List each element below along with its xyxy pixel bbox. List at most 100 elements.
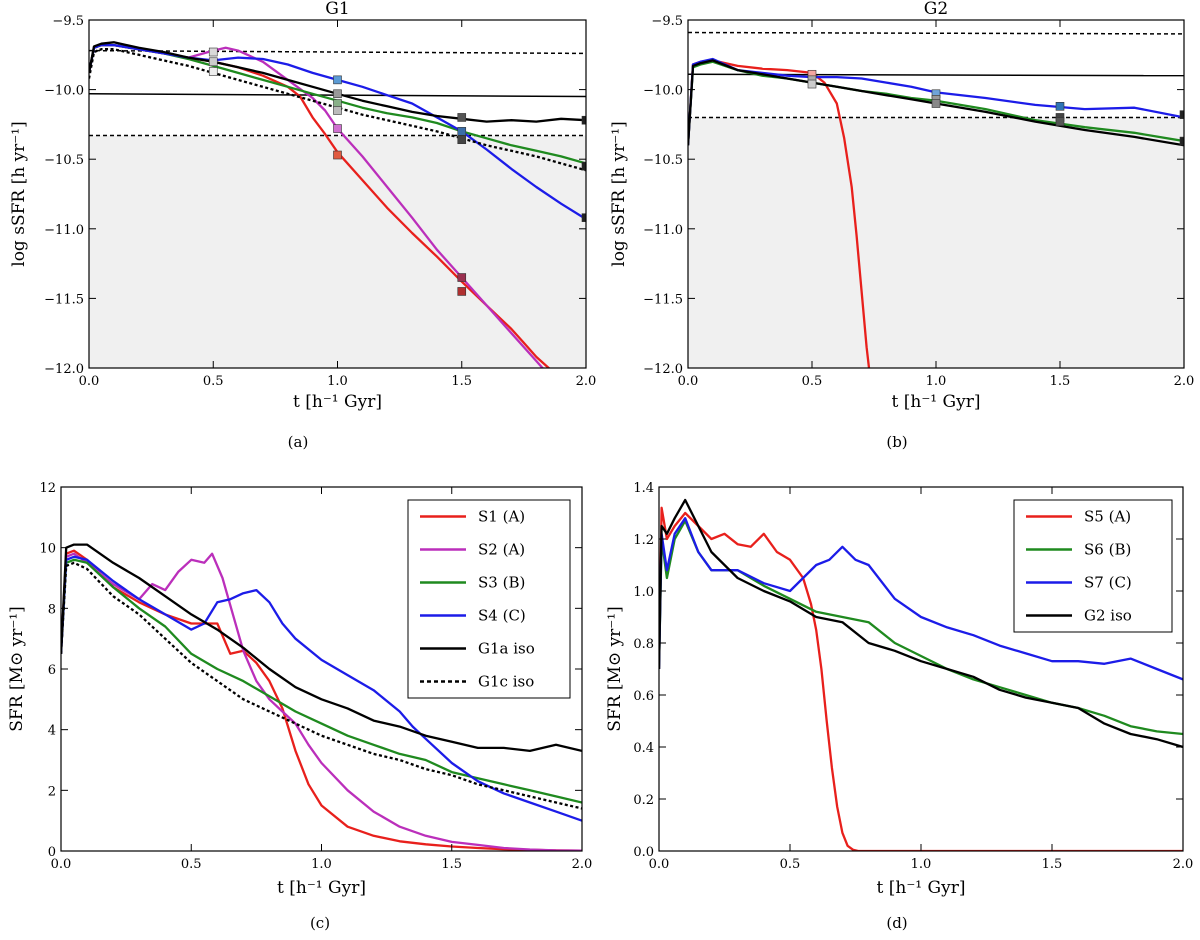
legend-label: S3 (B): [478, 574, 525, 592]
snapshot-marker: [333, 124, 342, 133]
legend-label: G2 iso: [1084, 607, 1132, 625]
x-tick-label: 1.0: [926, 374, 947, 389]
plot-area: [89, 41, 586, 368]
snapshot-marker: [333, 150, 342, 160]
legend-label: S6 (B): [1084, 541, 1131, 559]
series-line-s4-c-: [61, 555, 582, 822]
plot-area: [659, 498, 1183, 851]
snapshot-marker: [208, 47, 218, 57]
plot-area: [688, 31, 1184, 368]
y-tick-label: −10.0: [643, 84, 683, 99]
series-line-s4-c-: [89, 43, 586, 221]
y-tick-label: 0.4: [633, 741, 654, 756]
panel-d: 0.0 0.5 1.0 1.5 2.0 0.0 0.2 0.4 0.6 0.8 1.0 1.2 1.4 t…: [605, 481, 1193, 932]
x-tick-label: 1.0: [327, 374, 348, 389]
snapshot-marker: [208, 57, 218, 67]
y-tick-label: 1.4: [633, 481, 654, 496]
panel-a: 0.0 0.5 1.0 1.5 2.0 −12.0 −11.5 −11.0 −10.5 −10.0…: [9, 0, 596, 451]
series-line-g1a-iso: [61, 543, 582, 753]
y-tick-label: −9.5: [651, 14, 683, 29]
snapshot-marker: [807, 79, 817, 89]
snapshot-marker: [1179, 136, 1184, 146]
y-tick-label: 0.8: [633, 637, 654, 652]
snapshot-marker: [333, 75, 342, 85]
y-axis-label: SFR [M⊙ yr⁻¹]: [605, 606, 625, 731]
snapshot-marker: [457, 127, 467, 136]
legend-label: S5 (A): [1084, 508, 1131, 526]
panel-b: 0.0 0.5 1.0 1.5 2.0 −12.0 −11.5 −11.0 −10.5 −10.0…: [609, 0, 1194, 451]
snapshot-marker: [208, 67, 218, 76]
x-tick-label: 1.5: [1050, 374, 1071, 389]
y-tick-label: −10.5: [643, 153, 683, 168]
legend-label: S7 (C): [1084, 574, 1132, 592]
shaded-region: [688, 117, 1184, 368]
panel-caption: (b): [886, 433, 907, 451]
series-line-s5-a-: [659, 506, 1183, 851]
legend-label: S1 (A): [478, 508, 525, 526]
panel-caption: (d): [886, 914, 907, 932]
y-tick-label: −10.0: [44, 84, 84, 99]
x-axis-label: t [h⁻¹ Gyr]: [293, 392, 382, 412]
panel-c: 0.0 0.5 1.0 1.5 2.0 0 2 4 6 8 10 12 t [h⁻¹ Gyr] SFR […: [7, 481, 592, 932]
legend-box: [1013, 499, 1173, 633]
snapshot-marker: [457, 135, 467, 145]
y-tick-label: 0: [48, 845, 56, 860]
y-tick-label: −9.5: [52, 14, 84, 29]
x-tick-label: 1.0: [311, 857, 332, 872]
y-tick-label: 8: [48, 602, 56, 617]
y-tick-label: 10: [39, 542, 56, 557]
series-line-s1-a-: [61, 549, 582, 851]
x-tick-label: 0.5: [780, 857, 801, 872]
x-tick-label: 0.0: [649, 857, 670, 872]
x-tick-label: 0.0: [678, 374, 699, 389]
x-tick-label: 2.0: [1173, 857, 1194, 872]
reference-line: [89, 49, 586, 55]
x-tick-label: 1.0: [911, 857, 932, 872]
series-line-g1c-iso: [89, 48, 586, 172]
x-tick-label: 0.5: [802, 374, 823, 389]
series-line-s7-c-: [659, 517, 1183, 681]
y-tick-label: 4: [48, 724, 56, 739]
legend-label: S2 (A): [478, 541, 525, 559]
y-tick-label: −12.0: [44, 362, 84, 377]
y-tick-label: −11.5: [44, 292, 84, 307]
reference-line: [688, 31, 1184, 35]
y-axis-label: log sSFR [h yr⁻¹]: [9, 121, 29, 266]
chart-title: G2: [924, 0, 948, 19]
snapshot-marker: [333, 89, 342, 99]
x-tick-label: 0.0: [79, 374, 100, 389]
y-tick-label: 0.0: [633, 845, 654, 860]
snapshot-marker: [931, 99, 941, 108]
plot-area: [61, 543, 582, 851]
y-tick-label: 12: [39, 481, 56, 496]
snapshot-marker: [1179, 110, 1184, 119]
snapshot-marker: [581, 161, 586, 171]
legend: S1 (A) S2 (A) S3 (B) S4 (C) G1a iso G1c iso: [407, 499, 571, 699]
chart-title: G1: [325, 0, 349, 19]
legend-label: S4 (C): [478, 607, 526, 625]
y-tick-label: −10.5: [44, 153, 84, 168]
panel-caption: (c): [310, 914, 330, 932]
x-axis-label: t [h⁻¹ Gyr]: [892, 392, 981, 412]
snapshot-marker: [457, 113, 467, 122]
series-line-g1a-iso: [89, 41, 586, 123]
snapshot-marker: [581, 115, 586, 125]
y-axis-label: log sSFR [h yr⁻¹]: [609, 121, 629, 266]
snapshot-marker: [1055, 117, 1065, 126]
snapshot-marker: [457, 273, 467, 282]
x-tick-label: 2.0: [576, 374, 597, 389]
y-tick-label: 0.6: [633, 689, 654, 704]
series-line-s7-c-: [688, 57, 1184, 146]
snapshot-marker: [1055, 102, 1065, 111]
snapshot-marker: [457, 287, 467, 296]
y-tick-label: −11.0: [44, 223, 84, 238]
legend: S5 (A) S6 (B) S7 (C) G2 iso: [1013, 499, 1173, 633]
x-axis-label: t [h⁻¹ Gyr]: [877, 878, 966, 898]
x-tick-label: 0.5: [203, 374, 224, 389]
y-tick-label: 2: [48, 784, 56, 799]
legend-box: [407, 499, 571, 699]
shaded-region: [89, 135, 586, 368]
panel-caption: (a): [288, 433, 309, 451]
series-line-g2-iso: [688, 59, 1184, 147]
